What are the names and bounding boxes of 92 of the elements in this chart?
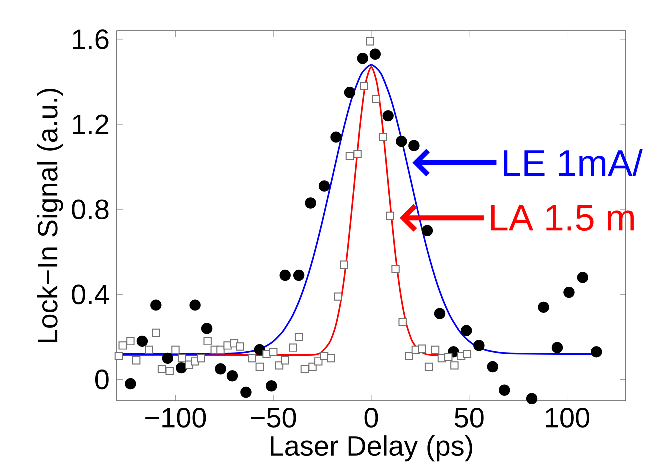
x-tick-label: 50 [454,408,484,428]
point [136,336,148,348]
y-tick-label: 1.6 [73,30,109,50]
point [308,362,317,372]
point [379,133,388,142]
point [372,94,380,104]
x-tick-label: 100 [546,408,590,428]
x-axis-title: Laser Delay (ps) [271,436,472,462]
point [300,365,310,374]
point [294,333,304,342]
point [450,362,459,370]
point [474,340,485,352]
point [422,225,434,236]
point [386,212,394,220]
point [166,367,174,376]
point [248,354,256,363]
point [366,38,374,46]
point [360,82,368,90]
point [577,272,589,284]
annotation: LA 1.5 m [491,205,634,232]
y-tick-label: 0 [95,370,109,390]
point [398,318,407,326]
point [280,270,291,282]
annotation: LE 1mA/ [504,149,643,176]
point [357,53,368,64]
point [201,323,213,334]
point [197,354,206,363]
point [216,346,225,354]
point [126,337,135,346]
point [215,364,226,375]
point [552,342,564,354]
point [591,346,602,358]
point [256,362,264,372]
point [405,352,414,360]
point [158,365,166,374]
y-axis-title: Lock−In Signal (a.u.) [37,88,64,342]
point [240,386,252,398]
point [266,380,278,392]
point [418,344,426,353]
point [226,370,238,382]
point [172,346,180,354]
point [152,328,160,338]
point [132,356,141,365]
point [444,353,453,362]
point [118,342,127,350]
point [463,350,472,358]
point [270,348,278,356]
point [190,300,201,311]
point [354,150,362,158]
point [370,48,382,60]
point [293,270,305,282]
point [461,325,472,336]
point [327,354,336,363]
point [281,356,290,365]
point [344,87,356,98]
point [434,308,446,320]
point [289,344,298,352]
point [538,302,550,314]
y-tick-label: 0.4 [72,284,110,305]
point [424,362,434,372]
point [334,292,342,301]
point [145,346,154,354]
point [340,260,348,270]
point [396,136,408,148]
point [408,140,420,152]
point [204,337,212,346]
point [330,132,342,143]
point [318,180,330,192]
point [275,362,284,370]
point [382,110,394,122]
point [564,286,575,298]
y-tick-label: 1.2 [73,114,109,134]
point [346,152,354,161]
point [150,300,162,311]
point [431,346,440,354]
point [487,361,498,373]
point [176,362,188,374]
point [314,358,323,366]
point [499,384,510,396]
point [526,393,538,404]
point [305,198,316,209]
x-tick-label: −100 [146,408,206,428]
point [392,265,400,274]
point [262,350,271,358]
point [114,352,124,360]
x-tick-label: 0 [364,408,378,428]
y-tick-label: 0.8 [72,200,109,220]
point [236,342,244,351]
x-tick-label: −50 [251,408,296,428]
point [178,354,186,363]
point [125,378,136,390]
point [162,352,174,364]
